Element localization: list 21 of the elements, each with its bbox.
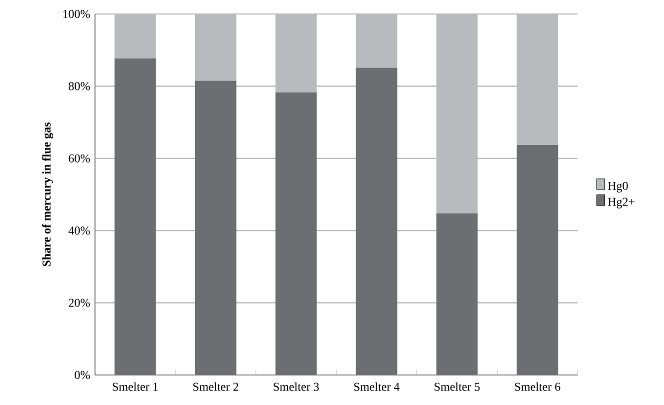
y-tick-label: 80% (68, 82, 90, 90)
legend-label: Hg0 (608, 182, 628, 192)
y-tick-label: 60% (68, 154, 90, 162)
x-tick-label: Smelter 3 (274, 382, 319, 391)
x-tick-label: Smelter 6 (515, 382, 560, 391)
x-tick-label: Smelter 5 (434, 382, 480, 391)
x-tick-label: Smelter 4 (354, 382, 400, 391)
y-tick-label: 0% (74, 370, 90, 380)
bar (516, 145, 558, 375)
bar (195, 80, 236, 375)
y-tick-label: 40% (68, 226, 90, 235)
bar (436, 213, 478, 375)
y-tick-label: 20% (68, 298, 90, 307)
y-tick-label: 100% (63, 10, 90, 18)
legend-label: Hg2+ (608, 198, 634, 208)
x-tick-label: Smelter 1 (112, 382, 158, 391)
bar (356, 68, 398, 375)
y-axis-title: Share of mercury in flue gas (42, 122, 54, 266)
bar (275, 92, 317, 375)
bar (114, 58, 156, 375)
x-tick-label: Smelter 2 (193, 382, 238, 391)
